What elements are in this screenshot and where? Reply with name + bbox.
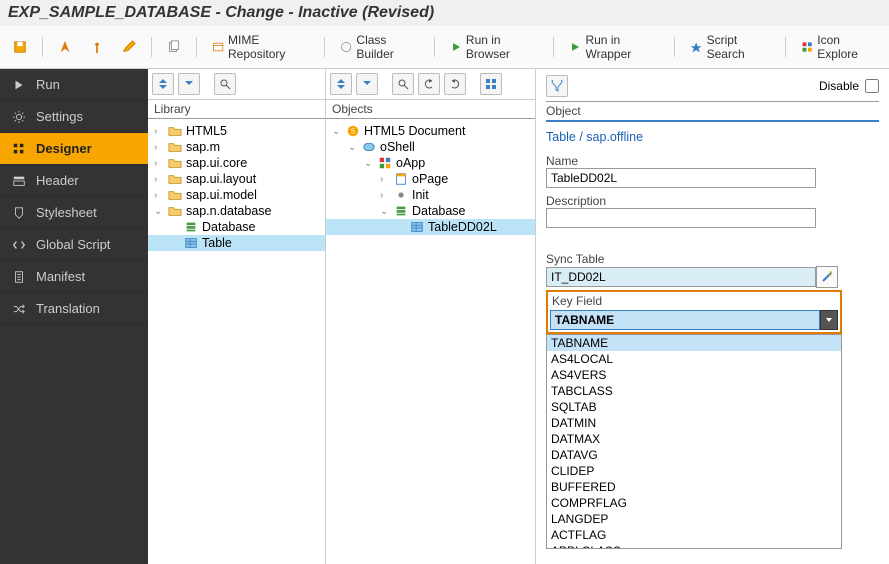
sync-table-input[interactable] (546, 267, 816, 287)
sidebar-item-settings[interactable]: Settings (0, 101, 148, 133)
title-bar: EXP_SAMPLE_DATABASE - Change - Inactive … (0, 0, 889, 26)
tree-item[interactable]: ⌄Database (326, 203, 535, 219)
mime-repository-button[interactable]: MIME Repository (205, 30, 317, 64)
script-search-button[interactable]: Script Search (683, 30, 777, 64)
disable-checkbox[interactable] (865, 79, 879, 93)
tree-item[interactable]: ›sap.ui.model (148, 187, 325, 203)
collapse-all-icon[interactable] (356, 73, 378, 95)
disable-label: Disable (819, 79, 859, 93)
tree-item[interactable]: ›oPage (326, 171, 535, 187)
sidebar-item-run[interactable]: Run (0, 69, 148, 101)
dropdown-option[interactable]: TABCLASS (547, 383, 841, 399)
class-builder-button[interactable]: Class Builder (333, 30, 426, 64)
dropdown-option[interactable]: APPLCLASS (547, 543, 841, 549)
sidebar-item-header[interactable]: Header (0, 165, 148, 197)
copy-icon[interactable] (160, 37, 188, 57)
sidebar: RunSettingsDesignerHeaderStylesheetGloba… (0, 69, 148, 564)
run-wrapper-button[interactable]: Run in Wrapper (562, 30, 666, 64)
filter-icon[interactable] (546, 75, 568, 97)
check-icon[interactable] (83, 37, 111, 57)
dropdown-option[interactable]: DATMAX (547, 431, 841, 447)
dropdown-option[interactable]: COMPRFLAG (547, 495, 841, 511)
tree-item[interactable]: ›Init (326, 187, 535, 203)
object-section-header: Object (546, 102, 879, 122)
tree-item[interactable]: Table (148, 235, 325, 251)
sidebar-item-translation[interactable]: Translation (0, 293, 148, 325)
dropdown-option[interactable]: DATAVG (547, 447, 841, 463)
search-tree-icon[interactable] (214, 73, 236, 95)
save-icon[interactable] (6, 37, 34, 57)
tree-item[interactable]: ⌄5HTML5 Document (326, 123, 535, 139)
tree-item[interactable]: ›sap.ui.layout (148, 171, 325, 187)
sidebar-item-stylesheet[interactable]: Stylesheet (0, 197, 148, 229)
undo-icon[interactable] (418, 73, 440, 95)
dropdown-option[interactable]: BUFFERED (547, 479, 841, 495)
sidebar-item-manifest[interactable]: Manifest (0, 261, 148, 293)
main-toolbar: MIME Repository Class Builder Run in Bro… (0, 26, 889, 69)
edit-icon[interactable] (115, 37, 143, 57)
tree-item[interactable]: ›sap.m (148, 139, 325, 155)
expand-all-icon[interactable] (152, 73, 174, 95)
dropdown-option[interactable]: AS4VERS (547, 367, 841, 383)
objects-title: Objects (326, 100, 535, 119)
tree-item[interactable]: ⌄oShell (326, 139, 535, 155)
library-panel: Library ›HTML5›sap.m›sap.ui.core›sap.ui.… (148, 69, 326, 564)
sync-table-label: Sync Table (546, 252, 879, 266)
svg-text:5: 5 (351, 129, 355, 136)
collapse-all-icon[interactable] (178, 73, 200, 95)
dropdown-option[interactable]: TABNAME (547, 335, 841, 351)
expand-all-icon[interactable] (330, 73, 352, 95)
dropdown-option[interactable]: ACTFLAG (547, 527, 841, 543)
description-label: Description (546, 194, 879, 208)
tree-item[interactable]: TableDD02L (326, 219, 535, 235)
dropdown-option[interactable]: SQLTAB (547, 399, 841, 415)
dropdown-option[interactable]: LANGDEP (547, 511, 841, 527)
tree-item[interactable]: Database (148, 219, 325, 235)
grid-icon[interactable] (480, 73, 502, 95)
description-input[interactable] (546, 208, 816, 228)
objects-panel: Objects ⌄5HTML5 Document⌄oShell⌄oApp›oPa… (326, 69, 536, 564)
key-field-label: Key Field (552, 294, 836, 308)
dropdown-option[interactable]: AS4LOCAL (547, 351, 841, 367)
key-field-dropdown: TABNAMEAS4LOCALAS4VERSTABCLASSSQLTABDATM… (546, 334, 842, 549)
sync-wand-icon[interactable] (816, 266, 838, 288)
object-type-link[interactable]: Table / sap.offline (546, 126, 879, 148)
dropdown-option[interactable]: DATMIN (547, 415, 841, 431)
tree-item[interactable]: ⌄sap.n.database (148, 203, 325, 219)
key-field-input[interactable] (550, 310, 820, 330)
icon-explorer-button[interactable]: Icon Explore (794, 30, 883, 64)
search-icon[interactable] (392, 73, 414, 95)
run-browser-button[interactable]: Run in Browser (443, 30, 546, 64)
redo-icon[interactable] (444, 73, 466, 95)
name-input[interactable] (546, 168, 816, 188)
sidebar-item-designer[interactable]: Designer (0, 133, 148, 165)
sidebar-item-global-script[interactable]: Global Script (0, 229, 148, 261)
tree-item[interactable]: ⌄oApp (326, 155, 535, 171)
name-label: Name (546, 154, 879, 168)
tree-item[interactable]: ›HTML5 (148, 123, 325, 139)
library-title: Library (148, 100, 325, 119)
dropdown-toggle-icon[interactable] (820, 310, 838, 330)
tree-item[interactable]: ›sap.ui.core (148, 155, 325, 171)
properties-panel: Disable Object Table / sap.offline Name … (536, 69, 889, 564)
dropdown-option[interactable]: CLIDEP (547, 463, 841, 479)
activate-icon[interactable] (51, 37, 79, 57)
